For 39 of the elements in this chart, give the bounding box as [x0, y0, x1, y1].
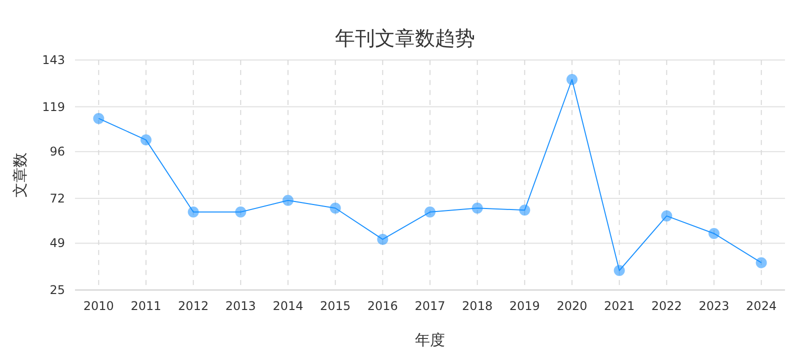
y-tick-label: 25 [50, 283, 65, 297]
x-tick-label: 2019 [509, 299, 540, 313]
x-tick-label: 2016 [367, 299, 398, 313]
y-tick-label: 96 [50, 144, 65, 159]
point [708, 228, 720, 239]
y-tick-label: 49 [50, 236, 65, 250]
x-tick-label: 2013 [225, 299, 256, 313]
point [566, 74, 578, 85]
x-tick-label: 2011 [130, 299, 162, 313]
x-tick-label: 2022 [651, 299, 682, 313]
y-tick-label: 72 [50, 191, 65, 206]
x-tick-label: 2012 [178, 299, 209, 313]
chart-title: 年刊文章数趋势 [335, 26, 475, 50]
point [377, 234, 388, 245]
x-tick-label: 2020 [556, 299, 588, 313]
point [424, 206, 436, 218]
x-tick-label: 2015 [320, 299, 351, 313]
x-tick-label: 2018 [462, 299, 493, 313]
x-tick-label: 2021 [604, 299, 635, 313]
x-tick-label: 2014 [272, 299, 304, 313]
point [661, 210, 672, 222]
point [756, 257, 767, 268]
point [330, 202, 341, 214]
point [614, 265, 625, 276]
point [188, 206, 199, 218]
y-tick-label: 119 [42, 100, 65, 114]
x-tick-label: 2017 [414, 299, 446, 313]
point [519, 204, 530, 216]
x-tick-label: 2024 [746, 299, 777, 313]
point [282, 194, 294, 206]
x-tick-label: 2023 [698, 299, 730, 313]
y-tick-label: 143 [42, 53, 65, 67]
y-axis-title: 文章数 [11, 152, 29, 198]
x-axis-title: 年度 [415, 331, 445, 349]
point [93, 112, 104, 124]
point [235, 206, 246, 218]
point [140, 134, 152, 146]
x-tick-label: 2010 [83, 299, 114, 313]
point [472, 202, 483, 214]
